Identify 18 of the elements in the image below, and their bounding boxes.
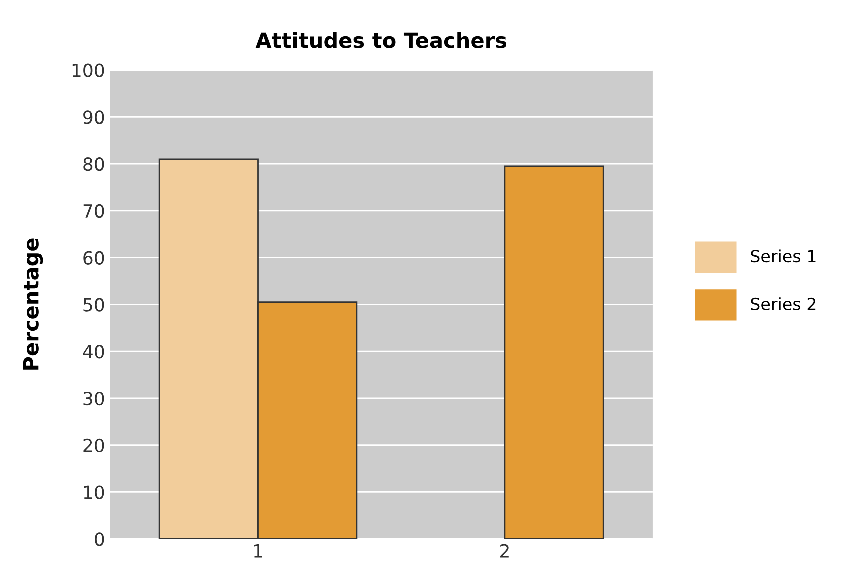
y-tick-label: 90: [84, 110, 104, 124]
x-tick-label: 2: [500, 544, 509, 558]
y-tick-label: 50: [84, 298, 104, 312]
y-axis-title: Percentage: [23, 238, 44, 370]
y-tick-label: 100: [72, 64, 104, 78]
y-tick-label: 40: [83, 345, 104, 359]
y-tick-label: 30: [84, 392, 104, 406]
y-tick-label: 20: [84, 438, 104, 452]
bar: [504, 166, 604, 540]
y-tick-label: 70: [84, 204, 104, 218]
legend-label: Series 2: [751, 298, 816, 311]
legend-label: Series 1: [751, 250, 816, 263]
y-tick-label: 60: [84, 251, 104, 265]
chart-title: Attitudes to Teachers: [256, 32, 507, 48]
y-tick-label: 0: [95, 532, 104, 546]
y-tick-label: 80: [84, 158, 104, 172]
y-tick-label: 10: [84, 486, 104, 500]
x-tick-label: 1: [254, 544, 262, 558]
